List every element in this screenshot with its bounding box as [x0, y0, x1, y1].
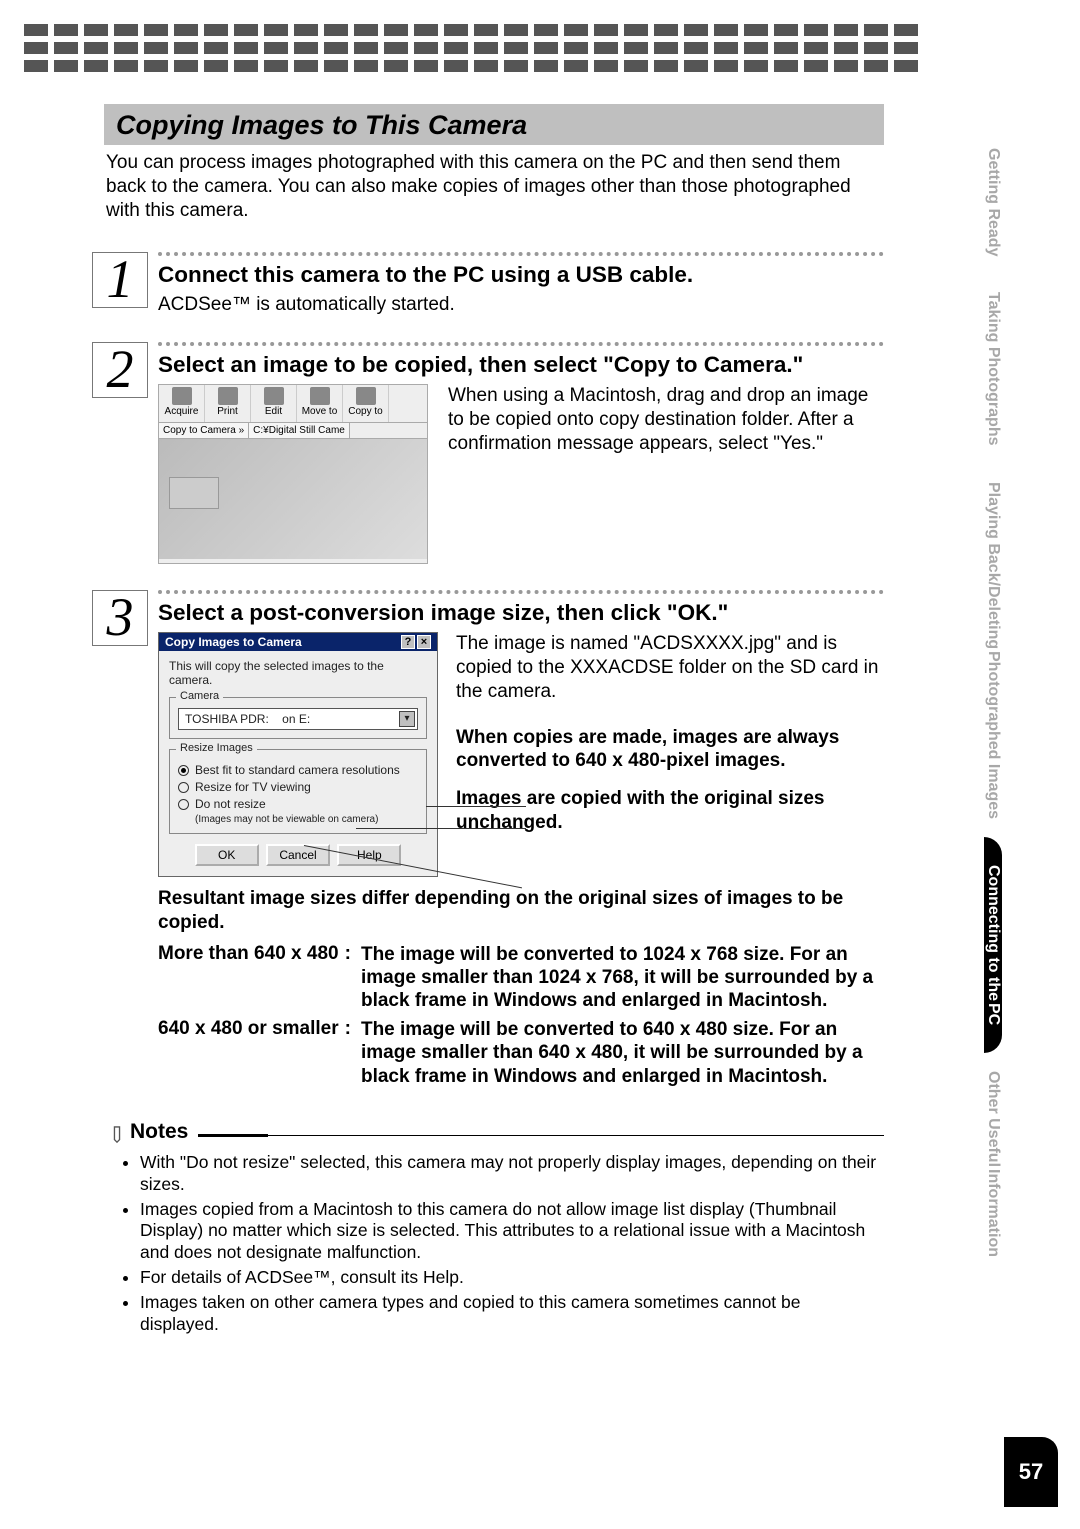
step-3-rightcol: The image is named "ACDSXXXX.jpg" and is… — [456, 632, 884, 848]
dialog-controls: ? × — [401, 635, 431, 649]
pencil-icon — [104, 1119, 129, 1144]
dialog-message: This will copy the selected images to th… — [169, 659, 427, 687]
close-icon[interactable]: × — [417, 635, 431, 649]
dialog-title: Copy Images to Camera — [165, 635, 302, 649]
step-2: 2 Select an image to be copied, then sel… — [104, 342, 884, 564]
thumbnail-area — [159, 439, 427, 559]
note-item: Images copied from a Macintosh to this c… — [140, 1199, 884, 1265]
toolbar-icon — [172, 387, 192, 405]
chevron-down-icon[interactable]: ▾ — [399, 711, 415, 727]
camera-combo[interactable]: TOSHIBA PDR: on E: ▾ — [178, 708, 418, 730]
step-3-body: Copy Images to Camera ? × This will copy… — [104, 632, 884, 877]
radio-tv-viewing[interactable]: Resize for TV viewing — [178, 780, 418, 794]
toolbar-icon — [218, 387, 238, 405]
acdsee-screenshot: AcquirePrintEditMove toCopy to Copy to C… — [158, 384, 428, 564]
dialog-titlebar: Copy Images to Camera ? × — [159, 633, 437, 651]
dialog-buttons: OK Cancel Help — [169, 844, 427, 866]
ok-button[interactable]: OK — [195, 844, 259, 866]
radio-best-fit[interactable]: Best fit to standard camera resolutions — [178, 763, 418, 777]
toolbar-item[interactable]: Acquire — [159, 385, 205, 422]
camera-legend: Camera — [176, 690, 223, 702]
intro-paragraph: You can process images photographed with… — [104, 151, 884, 222]
page-number-badge: 57 — [1004, 1437, 1058, 1507]
note-item: With "Do not resize" selected, this came… — [140, 1152, 884, 1196]
path-field: C:¥Digital Still Came — [249, 423, 350, 438]
size-row: More than 640 x 480:The image will be co… — [158, 943, 884, 1019]
side-tab[interactable]: Playing Back/DeletingPhotographed Images — [984, 464, 1002, 837]
toolbar-item[interactable]: Edit — [251, 385, 297, 422]
radio-icon — [178, 765, 189, 776]
size-row: 640 x 480 or smaller:The image will be c… — [158, 1018, 884, 1094]
step-1-dots — [158, 252, 884, 256]
section-title-band: Copying Images to This Camera — [104, 104, 884, 145]
help-icon[interactable]: ? — [401, 635, 415, 649]
notes-header: Notes — [108, 1120, 884, 1144]
camera-fieldset: Camera TOSHIBA PDR: on E: ▾ — [169, 697, 427, 739]
result-text: Resultant image sizes differ depending o… — [158, 887, 884, 935]
callout-line — [426, 806, 526, 807]
notes-title: Notes — [130, 1120, 188, 1144]
toolbar-item[interactable]: Move to — [297, 385, 343, 422]
step-1-number: 1 — [92, 252, 148, 308]
step-2-mac-note: When using a Macintosh, drag and drop an… — [448, 384, 884, 455]
side-tabs: Getting ReadyTaking PhotographsPlaying B… — [984, 130, 1054, 1275]
side-tab[interactable]: Connecting to thePC — [984, 837, 1002, 1053]
step-3-description: The image is named "ACDSXXXX.jpg" and is… — [456, 632, 884, 703]
toolbar-icon — [310, 387, 330, 405]
section-title: Copying Images to This Camera — [116, 110, 872, 141]
combo-label: TOSHIBA PDR: on E: — [185, 712, 310, 726]
step-3-heading: Select a post-conversion image size, the… — [158, 600, 884, 626]
notes-list: With "Do not resize" selected, this came… — [140, 1152, 884, 1336]
resize-legend: Resize Images — [176, 742, 257, 754]
radio-icon — [178, 799, 189, 810]
step-2-heading: Select an image to be copied, then selec… — [158, 352, 884, 378]
dialog-body: This will copy the selected images to th… — [159, 651, 437, 876]
size-label: More than 640 x 480 — [158, 943, 345, 1019]
copy-to-camera-button[interactable]: Copy to Camera » — [159, 423, 249, 438]
radio-icon — [178, 782, 189, 793]
acdsee-toolbar: AcquirePrintEditMove toCopy to — [159, 385, 427, 423]
step-3: 3 Select a post-conversion image size, t… — [104, 590, 884, 1094]
step-1-sub: ACDSee™ is automatically started. — [158, 294, 884, 316]
notes-rule — [198, 1135, 884, 1136]
thumbnail — [169, 477, 219, 509]
step-1-heading: Connect this camera to the PC using a US… — [158, 262, 884, 288]
manual-page: Copying Images to This Camera You can pr… — [0, 0, 1080, 1529]
size-desc: The image will be converted to 640 x 480… — [361, 1018, 884, 1094]
step-3-dots — [158, 590, 884, 594]
side-tab[interactable]: Taking Photographs — [984, 274, 1002, 463]
side-tab[interactable]: Getting Ready — [984, 130, 1002, 274]
copy-images-dialog: Copy Images to Camera ? × This will copy… — [158, 632, 438, 877]
main-content: Copying Images to This Camera You can pr… — [104, 104, 884, 1339]
acdsee-pathbar: Copy to Camera » C:¥Digital Still Came — [159, 423, 427, 439]
size-desc: The image will be converted to 1024 x 76… — [361, 943, 884, 1019]
callout-line — [356, 828, 526, 829]
radio-hint: (Images may not be viewable on camera) — [195, 814, 418, 825]
note-item: Images taken on other camera types and c… — [140, 1292, 884, 1336]
step-2-number: 2 — [92, 342, 148, 398]
toolbar-icon — [264, 387, 284, 405]
top-checker-pattern — [0, 0, 1080, 102]
size-table: More than 640 x 480:The image will be co… — [158, 943, 884, 1094]
note-item: For details of ACDSee™, consult its Help… — [140, 1267, 884, 1289]
toolbar-item[interactable]: Print — [205, 385, 251, 422]
radio-do-not-resize[interactable]: Do not resize — [178, 797, 418, 811]
step-3-number: 3 — [92, 590, 148, 646]
callout-convert-640: When copies are made, images are always … — [456, 726, 884, 774]
toolbar-icon — [356, 387, 376, 405]
side-tab[interactable]: Other UsefulInformation — [984, 1053, 1002, 1275]
toolbar-item[interactable]: Copy to — [343, 385, 389, 422]
step-2-dots — [158, 342, 884, 346]
size-label: 640 x 480 or smaller — [158, 1018, 345, 1094]
step-1: 1 Connect this camera to the PC using a … — [104, 252, 884, 316]
resize-fieldset: Resize Images Best fit to standard camer… — [169, 749, 427, 834]
